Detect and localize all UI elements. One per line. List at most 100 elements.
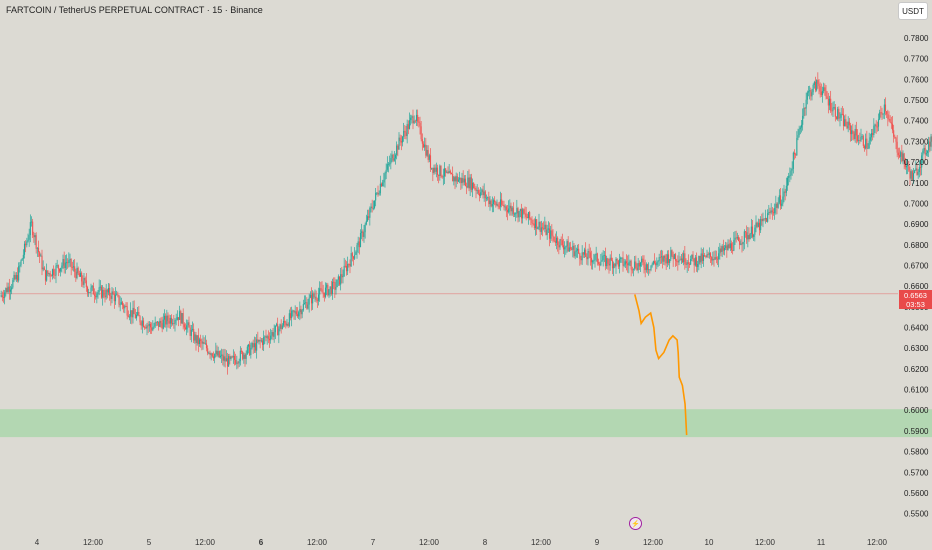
candle-body [660,256,663,258]
candle-body [103,289,105,296]
candle-body [865,138,867,149]
candle-body [75,271,77,279]
candle-body [172,323,174,324]
candle-body [238,361,240,364]
candle-body [90,287,92,293]
candle-body [785,185,787,193]
candle-body [333,281,335,283]
candle-body [69,258,71,260]
candle-body [439,165,441,176]
candle-body [428,155,430,160]
candle-body [676,260,678,262]
candle-body [249,344,251,356]
candle-body [261,340,264,345]
price-axis[interactable]: 0.5500 0.5600 0.5700 0.5800 0.5900 0.6000 0.61… [904,34,929,519]
candle-body [79,272,82,277]
candle-body [375,192,377,201]
candle-body [638,263,640,267]
candle-body [658,257,660,262]
candle-body [155,322,157,324]
candle-body [65,262,68,264]
candle-body [838,108,840,119]
candle-body [254,343,257,351]
candlesticks [0,72,932,375]
candle-body [4,292,6,298]
candle-body [919,167,922,168]
candle-body [842,114,845,127]
candle-body [109,288,111,297]
candle-body [294,311,296,313]
y-tick-label: 0.6900 [904,220,929,229]
candle-body [176,317,178,320]
y-tick-label: 0.7800 [904,34,929,43]
y-tick-label: 0.7400 [904,117,929,126]
candle-body [106,289,108,293]
candle-body [284,320,286,323]
candle-body [146,325,148,329]
candle-body [312,293,314,304]
candle-body [247,344,250,347]
candle-body [379,183,381,194]
candle-body [282,320,285,326]
candle-body [527,212,530,219]
candle-body [153,326,155,328]
candle-body [274,325,276,333]
candle-body [110,296,112,299]
candle-body [425,144,427,156]
candle-body [47,270,49,274]
candle-body [384,173,386,180]
candle-body [58,268,61,272]
candle-body [502,204,504,206]
candle-body [526,216,528,219]
candle-body [141,320,143,326]
candle-body [376,192,378,194]
candle-body [48,273,50,275]
candle-body [404,130,406,133]
candle-body [876,126,878,128]
candle-body [531,219,533,224]
candle-body [581,252,583,261]
candle-body [298,312,300,317]
candle-body [217,351,219,356]
x-tick-label: 12:00 [643,538,664,547]
lightning-icon[interactable]: ⚡ [629,517,642,530]
candle-body [779,195,782,206]
candle-body [154,322,156,327]
candle-body [578,248,580,254]
candle-body [74,266,76,272]
candle-body [446,171,448,173]
candle-body [265,336,267,338]
candle-body [191,328,194,330]
candle-body [516,208,518,214]
candle-body [448,171,450,174]
candle-body [62,259,64,266]
candle-body [450,173,453,175]
candle-body [441,176,443,178]
currency-button[interactable]: USDT [898,2,928,20]
candle-body [924,147,926,155]
candle-body [212,356,215,359]
candle-body [711,256,713,261]
candle-body [877,119,880,127]
candle-body [53,269,55,275]
candle-body [166,315,168,325]
candle-body [271,332,273,336]
candle-body [460,177,462,184]
candle-body [215,350,217,354]
candle-body [186,325,188,330]
candle-body [896,141,898,153]
candle-body [891,123,894,131]
candle-body [390,158,392,164]
candle-body [267,336,269,339]
candle-body [804,108,806,109]
candle-body [41,255,43,270]
candle-body [207,348,209,354]
time-axis[interactable]: 4 12:00 5 12:00 6 12:00 7 12:00 8 12:00 9 12:00 10 12… [35,538,888,547]
candle-body [307,304,309,309]
candle-body [292,310,294,312]
candle-body [341,274,343,278]
candle-body [485,197,488,199]
candle-body [929,141,931,147]
candle-body [147,325,149,327]
